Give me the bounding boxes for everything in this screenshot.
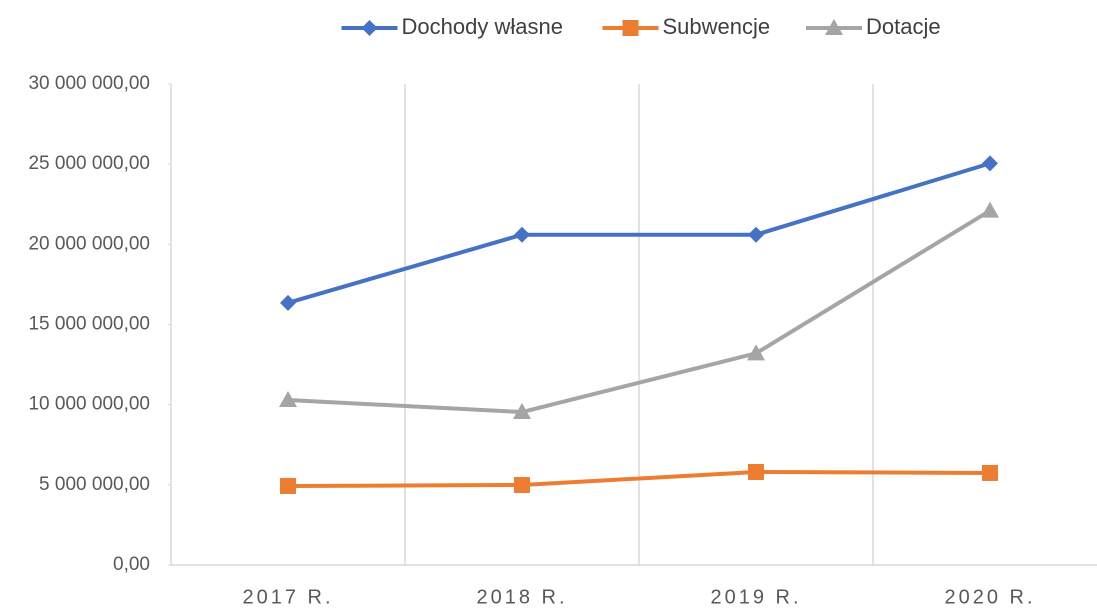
legend-marker [622,20,639,36]
data-point [748,226,764,243]
data-point [514,476,530,493]
data-point [747,344,765,361]
y-tick-label: 30 000 000,00 [28,73,150,94]
series-line [287,470,991,488]
series-line [287,208,992,415]
y-tick-label: 5 000 000,00 [39,474,150,495]
legend-marker [825,19,843,35]
y-tick-label: 20 000 000,00 [28,233,150,254]
y-tick-label: 15 000 000,00 [28,314,150,335]
y-tick-label: 25 000 000,00 [28,153,150,174]
data-point [280,477,296,494]
legend-label: Subwencje [663,14,771,39]
y-tick-label: 0,00 [113,554,150,575]
data-point [514,226,530,243]
data-point [748,464,764,481]
x-tick-label: 2020 R. [944,586,1035,608]
data-point [982,155,998,172]
data-point [513,403,531,420]
x-tick-label: 2017 R. [242,586,333,608]
legend-marker [361,20,378,36]
x-tick-label: 2019 R. [710,586,801,608]
data-point [279,391,297,408]
data-point [982,464,998,481]
y-tick-label: 10 000 000,00 [28,394,150,415]
legend-label: Dochody własne [402,14,563,39]
x-tick-label: 2018 R. [476,586,567,608]
data-point [280,294,296,311]
legend-label: Dotacje [866,14,941,39]
data-point [981,201,999,218]
series-line [287,161,991,305]
